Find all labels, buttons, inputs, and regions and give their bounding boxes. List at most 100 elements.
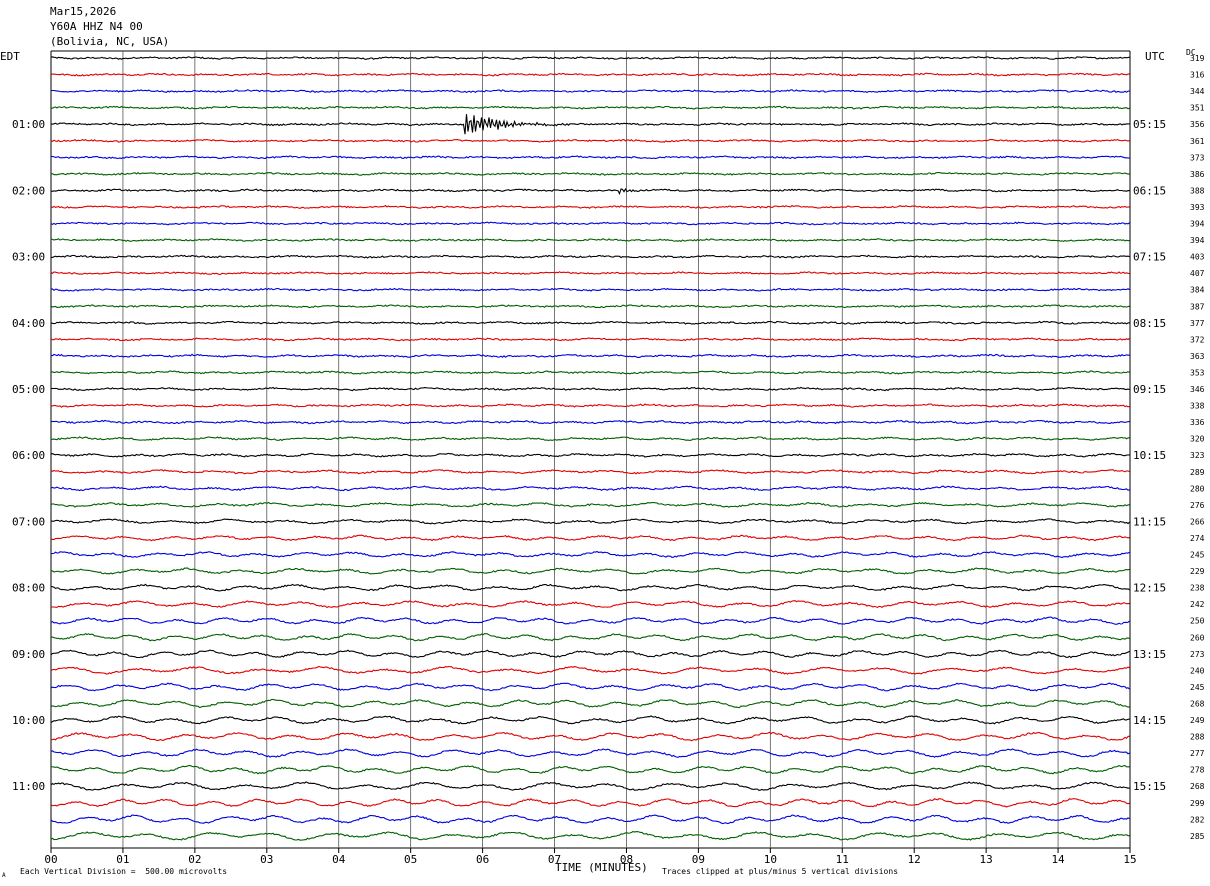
x-tick-label: 02 xyxy=(188,853,201,866)
trace-row xyxy=(50,386,1130,392)
trace-row xyxy=(50,501,1130,508)
dc-offset-label: 268 xyxy=(1190,782,1205,791)
trace-row xyxy=(50,781,1130,791)
left-time-label: 11:00 xyxy=(12,780,45,793)
dc-offset-label: 319 xyxy=(1190,54,1205,63)
dc-offset-label: 249 xyxy=(1190,716,1205,725)
dc-offset-label: 250 xyxy=(1190,617,1205,626)
trace-row xyxy=(50,105,1130,110)
trace-row xyxy=(50,469,1130,475)
left-axis-title: EDT xyxy=(0,50,20,63)
dc-offset-label: 394 xyxy=(1190,220,1205,229)
trace-row xyxy=(50,337,1130,342)
trace-row xyxy=(50,731,1130,742)
left-time-label: 08:00 xyxy=(12,582,45,595)
dc-offset-label: 373 xyxy=(1190,153,1205,162)
x-tick-label: 04 xyxy=(332,853,346,866)
trace-row xyxy=(50,419,1130,425)
dc-offset-label: 273 xyxy=(1190,650,1205,659)
dc-offset-label: 407 xyxy=(1190,269,1205,278)
trace-row xyxy=(50,72,1130,77)
trace-row xyxy=(50,534,1130,542)
right-time-label: 11:15 xyxy=(1133,515,1166,528)
dc-offset-label: 346 xyxy=(1190,385,1205,394)
left-time-label: 01:00 xyxy=(12,118,45,131)
dc-offset-label: 288 xyxy=(1190,733,1205,742)
dc-offset-label: 377 xyxy=(1190,319,1205,328)
trace-row xyxy=(50,764,1130,775)
dc-offset-label: 260 xyxy=(1190,633,1205,642)
dc-offset-label: 276 xyxy=(1190,501,1205,510)
x-tick-label: 13 xyxy=(980,853,993,866)
clip-note: Traces clipped at plus/minus 5 vertical … xyxy=(662,867,899,876)
dc-offset-label: 356 xyxy=(1190,120,1205,129)
dc-offset-label: 393 xyxy=(1190,203,1205,212)
dc-offset-label: 372 xyxy=(1190,335,1205,344)
right-time-label: 08:15 xyxy=(1133,317,1166,330)
dc-offset-label: 238 xyxy=(1190,584,1205,593)
trace-row xyxy=(51,254,1130,259)
x-tick-label: 11 xyxy=(836,853,849,866)
trace-row xyxy=(50,600,1130,609)
trace-row xyxy=(50,518,1130,525)
dc-offset-label: 240 xyxy=(1190,666,1205,675)
x-tick-label: 01 xyxy=(116,853,129,866)
trace-row xyxy=(50,814,1130,825)
dc-offset-label: 351 xyxy=(1190,104,1205,113)
x-tick-label: 05 xyxy=(404,853,417,866)
dc-offset-label: 280 xyxy=(1190,484,1205,493)
dc-offset-label: 363 xyxy=(1190,352,1205,361)
trace-row xyxy=(50,649,1130,659)
trace-row xyxy=(50,403,1130,408)
x-tick-label: 07 xyxy=(548,853,561,866)
trace-row xyxy=(50,583,1130,592)
trace-row xyxy=(50,616,1130,625)
trace-row xyxy=(50,320,1130,325)
right-time-label: 10:15 xyxy=(1133,449,1166,462)
trace-row xyxy=(50,715,1130,725)
dc-offset-label: 403 xyxy=(1190,253,1205,262)
x-tick-label: 03 xyxy=(260,853,273,866)
x-tick-label: 10 xyxy=(764,853,777,866)
x-tick-label: 06 xyxy=(476,853,489,866)
x-tick-label: 14 xyxy=(1051,853,1065,866)
dc-offset-label: 285 xyxy=(1190,832,1205,841)
dc-offset-label: 268 xyxy=(1190,699,1205,708)
trace-row xyxy=(50,682,1130,692)
header-station: Y60A HHZ N4 00 xyxy=(50,20,143,33)
trace-row xyxy=(50,798,1130,808)
left-time-label: 02:00 xyxy=(12,184,45,197)
dc-title: DC xyxy=(1186,48,1196,57)
right-time-label: 12:15 xyxy=(1133,582,1166,595)
trace-row xyxy=(50,567,1130,575)
corner-mark: A xyxy=(2,872,6,879)
left-time-label: 04:00 xyxy=(12,317,45,330)
trace-row xyxy=(50,221,1130,226)
dc-offset-label: 277 xyxy=(1190,749,1205,758)
trace-row xyxy=(50,748,1130,758)
dc-offset-label: 386 xyxy=(1190,170,1205,179)
trace-row xyxy=(50,304,1130,309)
x-tick-label: 08 xyxy=(620,853,633,866)
dc-offset-label: 242 xyxy=(1190,600,1205,609)
trace-row xyxy=(50,698,1130,709)
x-axis-label: TIME (MINUTES) xyxy=(555,861,648,874)
dc-offset-label: 344 xyxy=(1190,87,1205,96)
trace-row xyxy=(50,238,1130,243)
dc-offset-label: 278 xyxy=(1190,766,1205,775)
trace-row xyxy=(50,436,1130,442)
dc-offset-label: 338 xyxy=(1190,402,1205,411)
right-time-label: 13:15 xyxy=(1133,648,1166,661)
left-time-label: 03:00 xyxy=(12,251,45,264)
dc-offset-label: 323 xyxy=(1190,451,1205,460)
dc-offset-label: 282 xyxy=(1190,815,1205,824)
right-axis-title: UTC xyxy=(1145,50,1165,63)
left-time-label: 05:00 xyxy=(12,383,45,396)
header-location: (Bolivia, NC, USA) xyxy=(50,35,170,48)
left-time-label: 06:00 xyxy=(12,449,45,462)
dc-offset-label: 336 xyxy=(1190,418,1205,427)
x-tick-label: 09 xyxy=(692,853,705,866)
trace-row xyxy=(50,270,1130,275)
trace-row xyxy=(50,114,1130,135)
